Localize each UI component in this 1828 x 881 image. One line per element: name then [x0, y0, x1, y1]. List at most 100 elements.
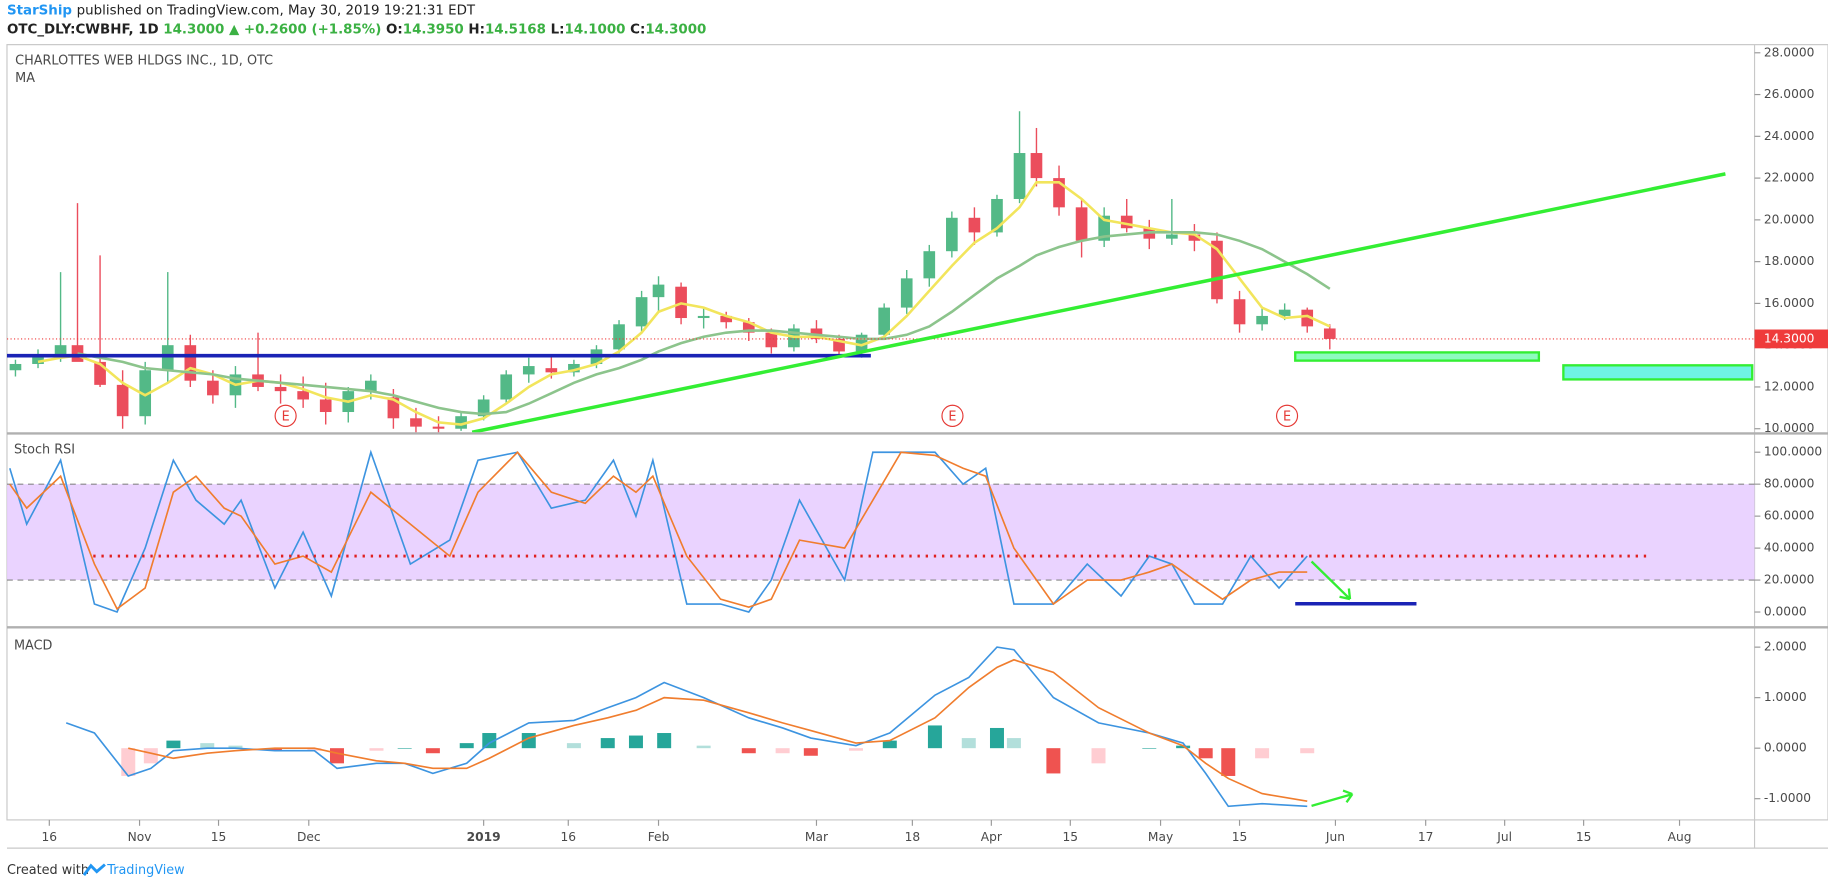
earnings-label: E [282, 409, 290, 424]
y-tick-label: 80.0000 [1764, 477, 1815, 491]
high-label: H: [468, 22, 485, 37]
histogram-bar [482, 733, 497, 749]
histogram-bar [121, 748, 136, 776]
y-tick-label: 2.0000 [1764, 640, 1807, 654]
histogram-bar [961, 738, 976, 749]
histogram-bar [803, 748, 818, 756]
candle-body [946, 217, 958, 252]
indicator-line [9, 451, 1308, 611]
histogram-bar [307, 748, 322, 751]
y-tick-label: 0.0000 [1764, 605, 1807, 619]
histogram-bar [200, 743, 215, 749]
histogram-bar [1255, 748, 1270, 759]
level-band [6, 484, 1755, 581]
histogram-bar [267, 748, 282, 751]
axes: CHARLOTTES WEB HLDGS INC., 1D, OTC MA 10.0… [14, 45, 1828, 844]
candle-body [9, 363, 22, 371]
earnings-marker[interactable] [941, 404, 964, 427]
candle-body [477, 399, 490, 417]
target-box [1562, 364, 1754, 381]
open: 14.3950 [403, 22, 464, 37]
low-label: L: [551, 22, 565, 37]
candle-body [1013, 153, 1026, 199]
candle-body [297, 391, 309, 400]
x-tick-label: 16 [42, 830, 58, 844]
candle-body [833, 338, 845, 352]
macd-pane [65, 646, 1315, 808]
x-tick-label: 18 [905, 830, 921, 844]
indicator-line [9, 449, 1308, 614]
histogram-bar [628, 735, 643, 749]
target-box [1294, 351, 1541, 362]
x-tick-label: Jun [1325, 830, 1345, 844]
y-tick-label: 18.0000 [1764, 254, 1815, 268]
candle-body [207, 380, 219, 396]
indicator-line [77, 231, 1331, 416]
candle-body [116, 384, 129, 417]
arrow [1311, 789, 1354, 807]
candle-body [1075, 207, 1088, 241]
x-tick-label: 15 [211, 830, 227, 844]
candle-body [1323, 328, 1336, 339]
histogram-bar [166, 740, 181, 749]
histogram-bar [1091, 748, 1106, 764]
pane-title: CHARLOTTES WEB HLDGS INC., 1D, OTC [15, 54, 273, 69]
candle-body [365, 380, 377, 392]
stoch-drawings [93, 554, 1650, 606]
candle-body [1301, 309, 1314, 327]
candle-body [1278, 309, 1291, 316]
trend-line [471, 172, 1726, 433]
x-tick-label: 2019 [467, 830, 501, 844]
y-tick-label: 16.0000 [1764, 296, 1815, 310]
candle-body [32, 355, 44, 364]
arrow [1310, 560, 1352, 601]
candle-body [500, 374, 513, 400]
y-tick-label: 26.0000 [1764, 87, 1815, 101]
candle-body [613, 324, 625, 350]
symbol: OTC_DLY:CWBHF, 1D [7, 22, 159, 37]
candle-body [161, 345, 174, 371]
x-tick-label: Feb [648, 830, 670, 844]
histogram-bar [1142, 748, 1157, 749]
earnings-label: E [948, 409, 956, 424]
candle-body [720, 315, 733, 323]
candle-body [1233, 299, 1246, 325]
histogram-bar [566, 743, 581, 749]
publisher[interactable]: StarShip [7, 4, 72, 19]
candle-body [1211, 240, 1223, 300]
candle-body [1188, 234, 1201, 241]
candle-body [1030, 153, 1043, 179]
x-tick-label: Apr [981, 830, 1003, 844]
candle-body [635, 297, 648, 327]
low: 14.1000 [565, 22, 626, 37]
candle-body [878, 307, 890, 335]
earnings-label: E [1283, 409, 1291, 424]
earnings-marker[interactable] [1275, 404, 1299, 427]
symbol-line: OTC_DLY:CWBHF, 1D 14.3000 ▲ +0.2600 (+1.… [7, 22, 706, 37]
earnings-marker[interactable] [274, 404, 297, 427]
histogram-bar [882, 740, 897, 749]
change: ▲ +0.2600 (+1.85%) [229, 22, 381, 37]
candle-body [1098, 215, 1110, 241]
pane-title: Stoch RSI [14, 442, 75, 457]
stoch-pane [6, 449, 1755, 614]
y-tick-label: 1.0000 [1764, 690, 1807, 704]
indicator-line [128, 658, 1308, 803]
histogram-bar [775, 748, 790, 754]
x-tick-label: May [1148, 830, 1173, 844]
y-tick-label: 20.0000 [1764, 212, 1815, 226]
candle-body [54, 345, 67, 356]
histogram-bar [989, 727, 1004, 749]
y-tick-label: 12.0000 [1764, 379, 1815, 393]
indicator-line [37, 181, 1331, 426]
x-tick-label: Aug [1668, 830, 1692, 844]
y-tick-label: 22.0000 [1764, 171, 1815, 185]
high: 14.5168 [485, 22, 546, 37]
candle-body [968, 217, 981, 233]
footer-brand[interactable]: TradingView [106, 863, 184, 878]
histogram-bar [228, 745, 243, 749]
candle-body [900, 278, 913, 308]
